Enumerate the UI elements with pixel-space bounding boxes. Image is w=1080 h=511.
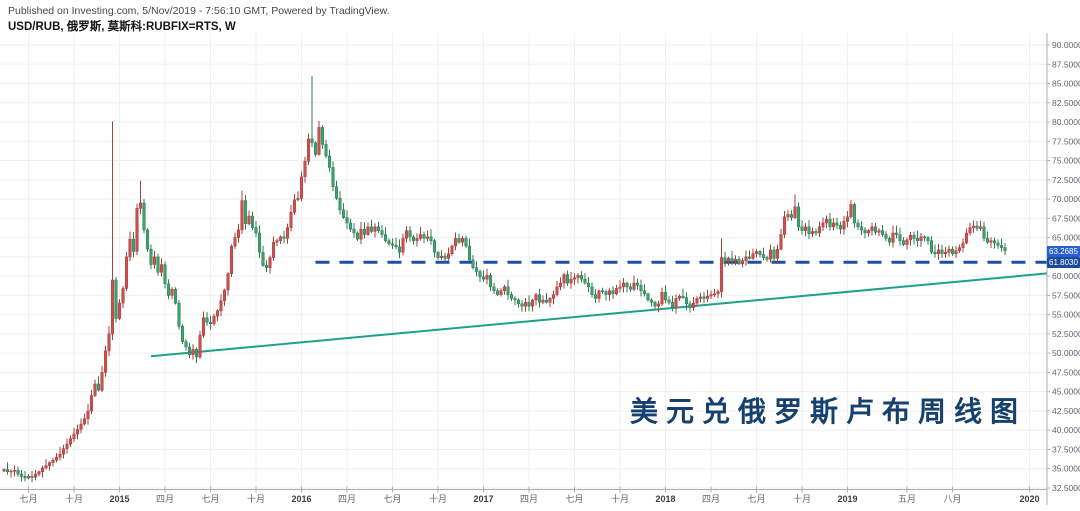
x-axis-label: 七月 (383, 494, 401, 504)
y-axis-label: 82.5000 (1052, 98, 1080, 108)
x-axis-label: 五月 (898, 494, 916, 504)
publish-attribution: Published on Investing.com, 5/Nov/2019 -… (8, 5, 390, 17)
y-axis-label: 40.0000 (1052, 425, 1080, 435)
y-axis-label: 32.5000 (1052, 483, 1080, 493)
grid-lines (0, 33, 1047, 490)
watermark-title: 美元兑俄罗斯卢布周线图 (630, 396, 1027, 427)
y-axis-label: 47.5000 (1052, 367, 1080, 377)
y-axis-label: 90.0000 (1052, 40, 1080, 50)
x-axis-label: 2016 (291, 494, 311, 504)
y-axis-label: 75.0000 (1052, 156, 1080, 166)
x-axis-label: 四月 (702, 494, 720, 504)
y-axis-label: 52.5000 (1052, 329, 1080, 339)
x-axis-label: 2020 (1019, 494, 1039, 504)
x-axis-label: 十月 (793, 493, 811, 504)
x-axis-label: 2015 (109, 494, 129, 504)
y-axis-label: 70.0000 (1052, 194, 1080, 204)
x-axis-label: 四月 (156, 494, 174, 504)
x-axis-label: 十月 (65, 493, 83, 504)
y-axis-label: 42.5000 (1052, 406, 1080, 416)
last-price-badge: 63.2685 (1047, 245, 1080, 257)
y-axis-label: 87.5000 (1052, 59, 1080, 69)
y-axis-label: 45.0000 (1052, 387, 1080, 397)
y-axis-label: 85.0000 (1052, 79, 1080, 89)
x-axis-label: 七月 (201, 494, 219, 504)
y-axis-label: 37.5000 (1052, 444, 1080, 454)
x-axis-label: 八月 (943, 494, 961, 504)
x-axis-label: 2019 (837, 494, 857, 504)
y-axis-label: 65.0000 (1052, 233, 1080, 243)
x-axis-label: 七月 (747, 494, 765, 504)
y-axis-label: 50.0000 (1052, 348, 1080, 358)
x-axis-label: 十月 (611, 493, 629, 504)
y-axis-label: 55.0000 (1052, 310, 1080, 320)
y-axis-label: 77.5000 (1052, 136, 1080, 146)
y-axis-label: 60.0000 (1052, 271, 1080, 281)
x-axis-label: 七月 (565, 494, 583, 504)
candlesticks (2, 75, 1007, 483)
x-axis-label: 四月 (520, 494, 538, 504)
symbol-title: USD/RUB, 俄罗斯, 莫斯科:RUBFIX=RTS, W (8, 21, 236, 33)
x-axis-label: 2017 (473, 494, 493, 504)
time-axis[interactable]: 七月 十月 2015 四月 七月 十月 2016 四月 七月 十月 2017 四月 七月 十月 2018 四月… (19, 486, 1040, 505)
x-axis-label: 十月 (429, 493, 447, 504)
x-axis-label: 2018 (655, 494, 675, 504)
y-axis-label: 80.0000 (1052, 117, 1080, 127)
y-axis-label: 72.5000 (1052, 175, 1080, 185)
y-axis-label: 67.5000 (1052, 213, 1080, 223)
x-axis-label: 七月 (19, 494, 37, 504)
dashed-line-price-badge: 61.8030 (1047, 256, 1080, 268)
support-trendline[interactable] (150, 272, 1048, 358)
y-axis-label: 57.5000 (1052, 290, 1080, 300)
y-axis-label: 35.0000 (1052, 464, 1080, 474)
x-axis-label: 十月 (247, 493, 265, 504)
x-axis-label: 四月 (338, 494, 356, 504)
